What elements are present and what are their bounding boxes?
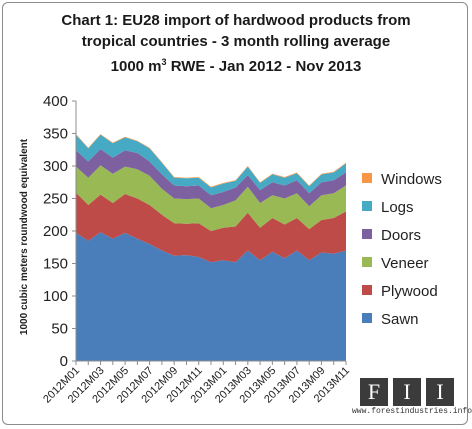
- logo-letter-f: F: [360, 378, 388, 406]
- legend-swatch-doors: [362, 229, 372, 239]
- y-tick-label-100: 100: [43, 288, 68, 305]
- y-tick-label-0: 0: [60, 353, 68, 370]
- area-plywood: [76, 192, 346, 263]
- title-line-3-sup: 3: [161, 57, 167, 67]
- y-axis-title: 1000 cubic meters roundwood equivalent: [19, 138, 30, 335]
- y-tick-label-150: 150: [43, 256, 68, 273]
- y-tick-label-400: 400: [43, 93, 68, 110]
- logo-letter-i1: I: [393, 378, 421, 406]
- y-tick-label-50: 50: [51, 321, 68, 338]
- area-logs: [76, 134, 346, 196]
- legend-swatch-sawn: [362, 313, 372, 323]
- area-sawn: [76, 232, 346, 361]
- y-tick-label-250: 250: [43, 191, 68, 208]
- area-veneer: [76, 165, 346, 231]
- title-line-1: Chart 1: EU28 import of hardwood product…: [61, 12, 411, 29]
- logo-letter-i2: I: [426, 378, 454, 406]
- area-doors: [76, 149, 346, 209]
- legend-swatch-windows: [362, 173, 372, 183]
- legend-swatch-plywood: [362, 285, 372, 295]
- y-tick-label-350: 350: [43, 126, 68, 143]
- legend-label-plywood: Plywood: [381, 283, 438, 300]
- legend-label-logs: Logs: [381, 199, 414, 216]
- title-line-3-unit: 1000 m: [110, 58, 162, 75]
- chart-title: Chart 1: EU28 import of hardwood product…: [0, 10, 472, 77]
- legend-label-sawn: Sawn: [381, 311, 419, 328]
- legend-swatch-logs: [362, 201, 372, 211]
- title-line-3: 1000 m3 RWE - Jan 2012 - Nov 2013: [0, 52, 472, 77]
- legend-label-windows: Windows: [381, 171, 442, 188]
- y-tick-label-300: 300: [43, 158, 68, 175]
- title-line-3-rest: RWE - Jan 2012 - Nov 2013: [166, 58, 362, 75]
- y-tick-label-200: 200: [43, 223, 68, 240]
- logo-url: www.forestindustries.info: [352, 407, 472, 416]
- title-line-2: tropical countries - 3 month rolling ave…: [81, 33, 391, 50]
- legend-label-veneer: Veneer: [381, 255, 429, 272]
- legend-swatch-veneer: [362, 257, 372, 267]
- legend-label-doors: Doors: [381, 227, 421, 244]
- fii-logo: F I I: [360, 378, 456, 408]
